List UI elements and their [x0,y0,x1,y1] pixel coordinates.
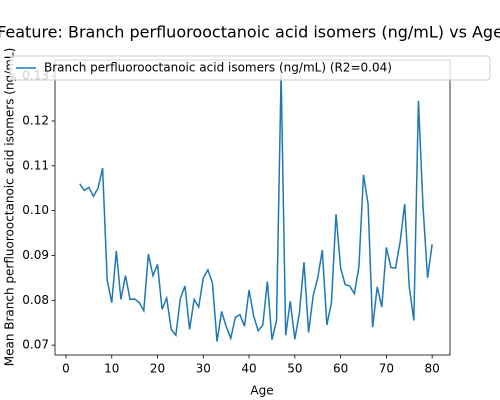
y-axis-label: Mean Branch perfluorooctanoic acid isome… [3,48,17,367]
x-tick-label: 30 [196,362,211,376]
x-axis-label: Age [250,384,273,398]
chart-title: Feature: Branch perfluorooctanoic acid i… [0,23,500,42]
y-tick-label: 0.10 [22,203,49,217]
x-tick-label: 70 [379,362,394,376]
x-tick-label: 20 [150,362,165,376]
y-tick-label: 0.08 [22,293,49,307]
x-tick-label: 10 [104,362,119,376]
x-tick-label: 60 [333,362,348,376]
y-tick-label: 0.12 [22,113,49,127]
y-tick-label: 0.09 [22,248,49,262]
x-tick-label: 80 [425,362,440,376]
x-tick-label: 50 [287,362,302,376]
legend-label: Branch perfluorooctanoic acid isomers (n… [44,61,392,75]
x-tick-label: 40 [241,362,256,376]
y-tick-label: 0.07 [22,338,49,352]
line [79,73,433,342]
legend-box [9,55,491,81]
y-tick-label: 0.11 [22,158,49,172]
x-tick-label: 0 [62,362,70,376]
